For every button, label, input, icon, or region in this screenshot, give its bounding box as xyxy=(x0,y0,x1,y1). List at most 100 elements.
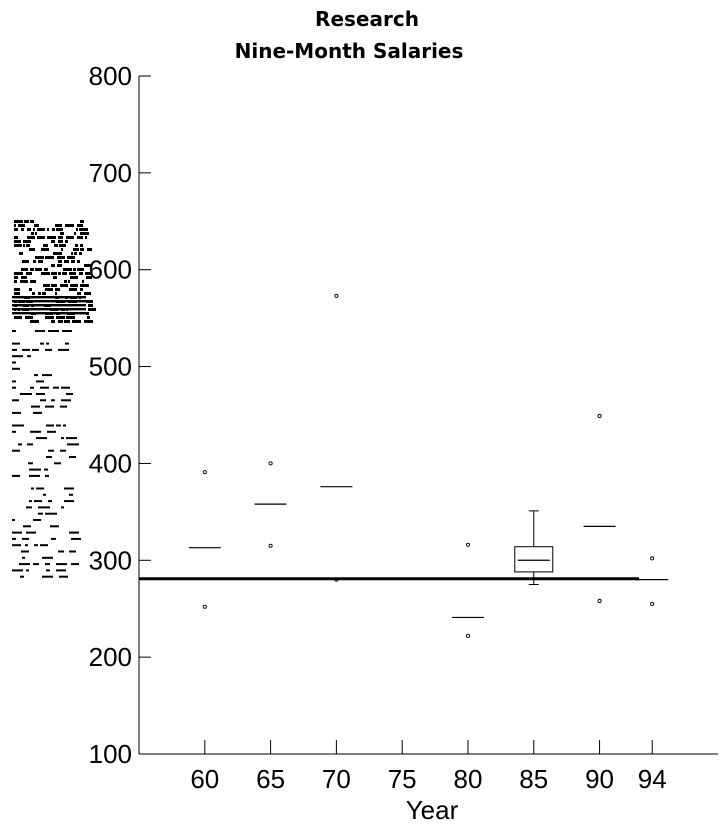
noise-bar xyxy=(85,236,87,239)
noise-bar xyxy=(60,232,64,235)
noise-bar xyxy=(41,272,50,275)
box-group xyxy=(188,470,221,609)
noise-bar xyxy=(72,320,81,323)
noise-bar xyxy=(12,296,86,299)
outlier-point xyxy=(334,577,339,582)
noise-bar xyxy=(54,244,58,247)
noise-bar xyxy=(62,330,72,332)
noise-bar xyxy=(23,244,25,247)
noise-bar xyxy=(35,268,42,271)
noise-bar xyxy=(26,244,30,247)
noise-bar xyxy=(66,393,73,395)
noise-bar xyxy=(77,224,83,227)
noise-bar xyxy=(64,280,67,283)
noise-bar xyxy=(34,224,39,227)
noise-bar xyxy=(60,449,66,452)
noise-bar xyxy=(53,276,57,279)
noise-bar xyxy=(41,248,49,251)
noise-bar xyxy=(66,316,75,319)
noise-bar xyxy=(61,386,70,389)
noise-bar xyxy=(12,449,20,452)
noise-bar xyxy=(12,355,23,358)
noise-bar xyxy=(30,430,41,433)
noise-bar xyxy=(33,228,35,231)
noise-bar xyxy=(64,500,74,503)
noise-bar xyxy=(14,280,17,283)
noise-bar xyxy=(14,316,22,319)
noise-bar xyxy=(33,411,42,414)
noise-bar xyxy=(45,512,57,515)
noise-bar xyxy=(82,280,84,283)
noise-bar xyxy=(26,506,32,509)
noise-bar xyxy=(21,268,28,271)
noise-bar xyxy=(58,550,64,553)
noise-bar xyxy=(12,308,86,311)
noise-bar xyxy=(12,411,21,414)
noise-bar xyxy=(56,316,65,319)
noise-bar xyxy=(23,525,31,528)
noise-bar xyxy=(32,348,39,351)
noise-bar xyxy=(77,260,80,263)
noise-bar xyxy=(64,487,74,490)
y-tick-label: 400 xyxy=(89,448,132,478)
noise-bar xyxy=(45,474,49,477)
noise-bar xyxy=(51,320,55,323)
y-tick-label: 500 xyxy=(89,352,132,382)
noise-bar xyxy=(50,525,59,528)
noise-bar xyxy=(87,316,90,319)
noise-bar xyxy=(25,544,28,547)
noise-bar xyxy=(87,248,92,251)
outlier-point xyxy=(465,633,471,638)
noise-bar xyxy=(80,244,83,247)
noise-bar xyxy=(38,292,41,295)
noise-bar xyxy=(73,268,76,271)
noise-bar xyxy=(40,342,44,345)
noise-bar xyxy=(66,437,77,440)
noise-bar xyxy=(12,367,20,370)
noise-bar xyxy=(12,424,24,427)
scan-artifact xyxy=(12,220,96,578)
noise-bar xyxy=(55,288,60,291)
noise-bar xyxy=(38,506,50,509)
noise-bar xyxy=(51,537,56,540)
noise-bar xyxy=(77,292,81,295)
noise-bar xyxy=(80,232,89,235)
noise-bar xyxy=(88,304,93,307)
noise-bar xyxy=(14,224,16,227)
noise-bar xyxy=(48,449,54,452)
noise-bar xyxy=(14,240,21,243)
noise-bar xyxy=(65,224,74,227)
noise-bar xyxy=(29,248,35,251)
noise-bar xyxy=(58,272,61,275)
noise-bar xyxy=(19,252,23,255)
noise-bar xyxy=(60,284,68,287)
x-tick-label: 90 xyxy=(585,764,614,794)
noise-bar xyxy=(12,569,23,572)
noise-bar xyxy=(74,232,76,235)
noise-bar xyxy=(69,550,76,553)
noise-bar xyxy=(33,519,41,521)
noise-bar xyxy=(14,220,23,223)
outlier-point xyxy=(650,601,655,606)
noise-bar xyxy=(85,272,92,275)
noise-bar xyxy=(46,569,50,572)
noise-bar xyxy=(21,550,29,553)
noise-bar xyxy=(54,462,61,465)
noise-bar xyxy=(27,355,31,358)
noise-bar xyxy=(21,228,24,231)
noise-bar xyxy=(58,260,62,263)
noise-bar xyxy=(14,276,18,279)
noise-bar xyxy=(26,272,32,275)
noise-bar xyxy=(14,228,18,231)
noise-bar xyxy=(12,386,16,389)
outlier-point xyxy=(268,461,273,466)
noise-bar xyxy=(56,424,61,427)
noise-bar xyxy=(38,260,43,263)
noise-bar xyxy=(18,443,22,446)
x-tick-label: 65 xyxy=(256,764,285,794)
noise-bar xyxy=(88,308,96,311)
noise-bar xyxy=(77,268,84,271)
noise-bar xyxy=(34,500,42,503)
noise-bar xyxy=(36,437,47,440)
noise-bar xyxy=(23,240,31,243)
